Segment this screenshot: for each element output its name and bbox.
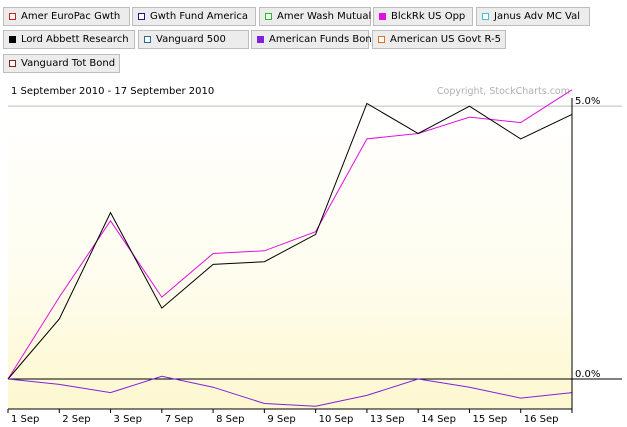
legend-swatch — [379, 13, 386, 20]
x-tick-label: 1 Sep — [11, 414, 39, 425]
legend-label: BlckRk US Opp — [391, 10, 466, 22]
x-tick-label: 7 Sep — [165, 414, 193, 425]
series-line-lord-abbett-research — [7, 102, 573, 380]
x-tick-label: 16 Sep — [524, 414, 559, 425]
legend-label: Amer Wash Mutual — [277, 10, 372, 22]
series-line-blckrk-us-opp — [7, 89, 573, 380]
legend-item-amer-europac-gwth[interactable]: Amer EuroPac Gwth — [3, 7, 130, 26]
series-line-american-funds-bond — [7, 375, 573, 407]
legend-label: Vanguard 500 — [156, 33, 226, 45]
legend-label: American Funds Bond — [269, 33, 379, 45]
legend-label: Amer EuroPac Gwth — [21, 10, 121, 22]
x-tick-label: 10 Sep — [319, 414, 354, 425]
chart-subtitle: 1 September 2010 - 17 September 2010 — [11, 86, 214, 97]
legend-swatch — [257, 36, 264, 43]
legend-item-vanguard-500[interactable]: Vanguard 500 — [138, 30, 249, 49]
x-tick-label: 15 Sep — [472, 414, 507, 425]
legend-label: Gwth Fund America — [150, 10, 249, 22]
legend-swatch — [378, 36, 385, 43]
y-tick-label: 5.0% — [575, 96, 600, 107]
legend-swatch — [9, 60, 16, 67]
x-tick-label: 9 Sep — [267, 414, 295, 425]
x-tick-label: 2 Sep — [62, 414, 90, 425]
plot-background — [8, 98, 572, 409]
legend-label: Janus Adv MC Val — [494, 10, 581, 22]
x-tick-label: 13 Sep — [370, 414, 405, 425]
legend-item-american-funds-bond[interactable]: American Funds Bond — [251, 30, 378, 49]
legend-swatch — [265, 13, 272, 20]
y-axis: 5.0% 0.0% — [575, 96, 600, 380]
legend-item-gwth-fund-america[interactable]: Gwth Fund America — [132, 7, 256, 26]
legend-swatch — [9, 36, 16, 43]
x-axis: 1 Sep 2 Sep 3 Sep 7 Sep 8 Sep 9 Sep 10 Sep 13 S… — [7, 408, 573, 425]
legend-swatch — [144, 36, 151, 43]
legend-label: Vanguard Tot Bond — [21, 57, 116, 69]
legend-item-blckrk-us-opp[interactable]: BlckRk US Opp — [373, 7, 473, 26]
legend-item-amer-wash-mutual[interactable]: Amer Wash Mutual — [259, 7, 371, 26]
legend-item-vanguard-tot-bond[interactable]: Vanguard Tot Bond — [3, 54, 120, 73]
legend-label: American US Govt R-5 — [390, 33, 502, 45]
legend-label: Lord Abbett Research — [21, 33, 129, 45]
x-tick-label: 8 Sep — [216, 414, 244, 425]
legend-item-janus-adv-mc-val[interactable]: Janus Adv MC Val — [476, 7, 590, 26]
legend-item-american-us-govt-r-5[interactable]: American US Govt R-5 — [372, 30, 506, 49]
legend-swatch — [482, 13, 489, 20]
legend-swatch — [138, 13, 145, 20]
y-tick-label: 0.0% — [575, 369, 600, 380]
legend-swatch — [9, 13, 16, 20]
reference-lines — [8, 105, 622, 380]
legend-item-lord-abbett-research[interactable]: Lord Abbett Research — [3, 30, 135, 49]
x-tick-label: 14 Sep — [421, 414, 456, 425]
series-layer — [7, 89, 573, 407]
copyright-text: Copyright, StockCharts.com — [437, 86, 570, 97]
x-tick-label: 3 Sep — [114, 414, 142, 425]
